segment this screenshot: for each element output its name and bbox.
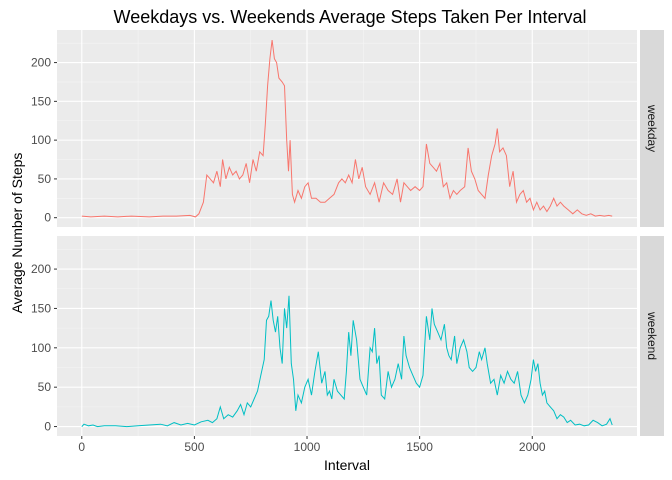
x-tick-label: 2000 (519, 440, 546, 454)
panel-background-weekday (57, 30, 637, 227)
y-tick-label: 0 (44, 211, 51, 225)
y-tick-label: 200 (31, 262, 51, 276)
y-tick-label: 100 (31, 133, 51, 147)
strip-label-weekday: weekday (645, 104, 659, 152)
series-line-weekend (81, 295, 613, 428)
y-tick-label: 200 (31, 56, 51, 70)
y-tick-label: 50 (38, 172, 52, 186)
x-tick-label: 0 (78, 440, 85, 454)
x-axis-title: Interval (324, 457, 370, 473)
x-tick-label: 500 (184, 440, 204, 454)
chart-title: Weekdays vs. Weekends Average Steps Take… (114, 7, 587, 27)
panel-weekday: weekday 0 50 100 150 200 (31, 30, 664, 227)
y-tick-label: 100 (31, 341, 51, 355)
y-tick-label: 150 (31, 301, 51, 315)
x-tick-label: 1500 (406, 440, 433, 454)
y-axis-weekday: 0 50 100 150 200 (31, 56, 57, 225)
y-tick-label: 0 (44, 420, 51, 434)
gridlines-weekday (57, 30, 637, 227)
panel-weekend: weekend 0 50 100 150 200 (31, 236, 664, 436)
series-line-weekday (81, 40, 613, 218)
y-axis-weekend: 0 50 100 150 200 (31, 262, 57, 434)
strip-background-weekday (640, 30, 664, 227)
x-axis: 0 500 1000 1500 2000 (78, 436, 546, 454)
x-tick-label: 1000 (294, 440, 321, 454)
strip-background-weekend (640, 236, 664, 436)
y-axis-title: Average Number of Steps (9, 153, 25, 314)
y-tick-label: 150 (31, 94, 51, 108)
y-tick-label: 50 (38, 380, 52, 394)
strip-label-weekend: weekend (645, 311, 659, 360)
